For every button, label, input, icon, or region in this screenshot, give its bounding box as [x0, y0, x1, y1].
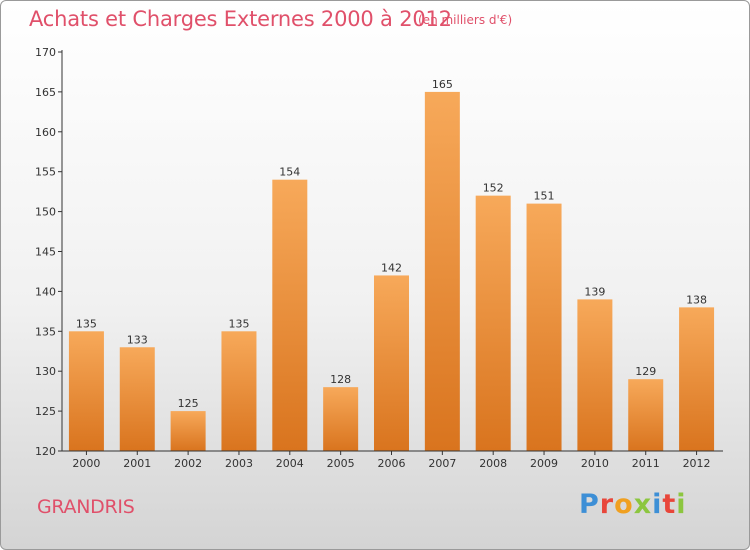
x-tick-label: 2010 [581, 457, 609, 470]
value-labels: 135 133 125 135 154 128 142 165 152 151 139 129 138 [76, 78, 707, 410]
chart-title: Achats et Charges Externes 2000 à 2012 [29, 7, 452, 31]
bar-2003 [221, 331, 257, 451]
x-tick-label: 2001 [123, 457, 151, 470]
value-label-2005: 128 [330, 373, 351, 386]
bar-2002 [170, 411, 206, 451]
logo-letter: i [676, 489, 687, 520]
town-name: GRANDRIS [37, 496, 135, 518]
value-label-2006: 142 [381, 261, 402, 274]
y-tick-label: 165 [35, 86, 56, 99]
y-tick-label: 125 [35, 405, 56, 418]
y-tick-label: 135 [35, 325, 56, 338]
bar-2009 [526, 203, 562, 451]
bar-2011 [628, 379, 664, 451]
y-tick-label: 140 [35, 285, 56, 298]
y-tick-label: 170 [35, 46, 56, 59]
bar-2008 [475, 195, 511, 451]
value-label-2000: 135 [76, 317, 97, 330]
logo-letter: r [599, 489, 615, 520]
x-tick-label: 2000 [72, 457, 100, 470]
x-tick-label: 2003 [225, 457, 253, 470]
y-tick-label: 145 [35, 246, 56, 259]
value-label-2003: 135 [228, 317, 249, 330]
y-tick-label: 130 [35, 365, 56, 378]
axes-group [58, 50, 723, 455]
y-tick-label: 155 [35, 166, 56, 179]
x-tick-label: 2004 [276, 457, 304, 470]
logo-letter: x [633, 489, 653, 520]
logo-letter: o [614, 489, 634, 520]
proxiti-logo[interactable]: Proxiti [579, 489, 687, 520]
bar-2005 [323, 387, 359, 451]
x-tick-label: 2011 [632, 457, 660, 470]
bar-2007 [424, 91, 460, 452]
bar-2004 [272, 179, 308, 451]
chart-subtitle: (en milliers d'€) [418, 13, 513, 27]
x-tick-label: 2008 [479, 457, 507, 470]
value-label-2008: 152 [483, 182, 504, 195]
x-tick-label: 2007 [428, 457, 456, 470]
x-tick-label: 2012 [683, 457, 711, 470]
bars-group [68, 91, 715, 452]
value-label-2001: 133 [127, 333, 148, 346]
y-tick-label: 150 [35, 206, 56, 219]
x-tick-label: 2009 [530, 457, 558, 470]
value-label-2012: 138 [686, 293, 707, 306]
x-tick-labels: 2000 2001 2002 2003 2004 2005 2006 2007 2008 2009… [72, 457, 710, 470]
bar-2010 [577, 299, 613, 451]
x-tick-label: 2002 [174, 457, 202, 470]
logo-letter: t [662, 489, 677, 520]
bar-2012 [679, 307, 715, 451]
value-label-2011: 129 [635, 365, 656, 378]
y-tick-labels: 120 125 130 135 140 145 150 155 160 165 170 [35, 46, 56, 458]
logo-letter: P [579, 489, 600, 520]
value-label-2010: 139 [584, 285, 605, 298]
logo-letter: i [652, 489, 663, 520]
bar-2006 [374, 275, 409, 451]
value-label-2004: 154 [279, 166, 300, 179]
x-tick-label: 2006 [378, 457, 406, 470]
x-tick-label: 2005 [327, 457, 355, 470]
bar-2000 [68, 331, 104, 451]
value-label-2002: 125 [178, 397, 199, 410]
y-tick-label: 160 [35, 126, 56, 139]
bar-2001 [119, 347, 155, 451]
value-label-2009: 151 [534, 190, 555, 203]
value-label-2007: 165 [432, 78, 453, 91]
y-tick-label: 120 [35, 445, 56, 458]
